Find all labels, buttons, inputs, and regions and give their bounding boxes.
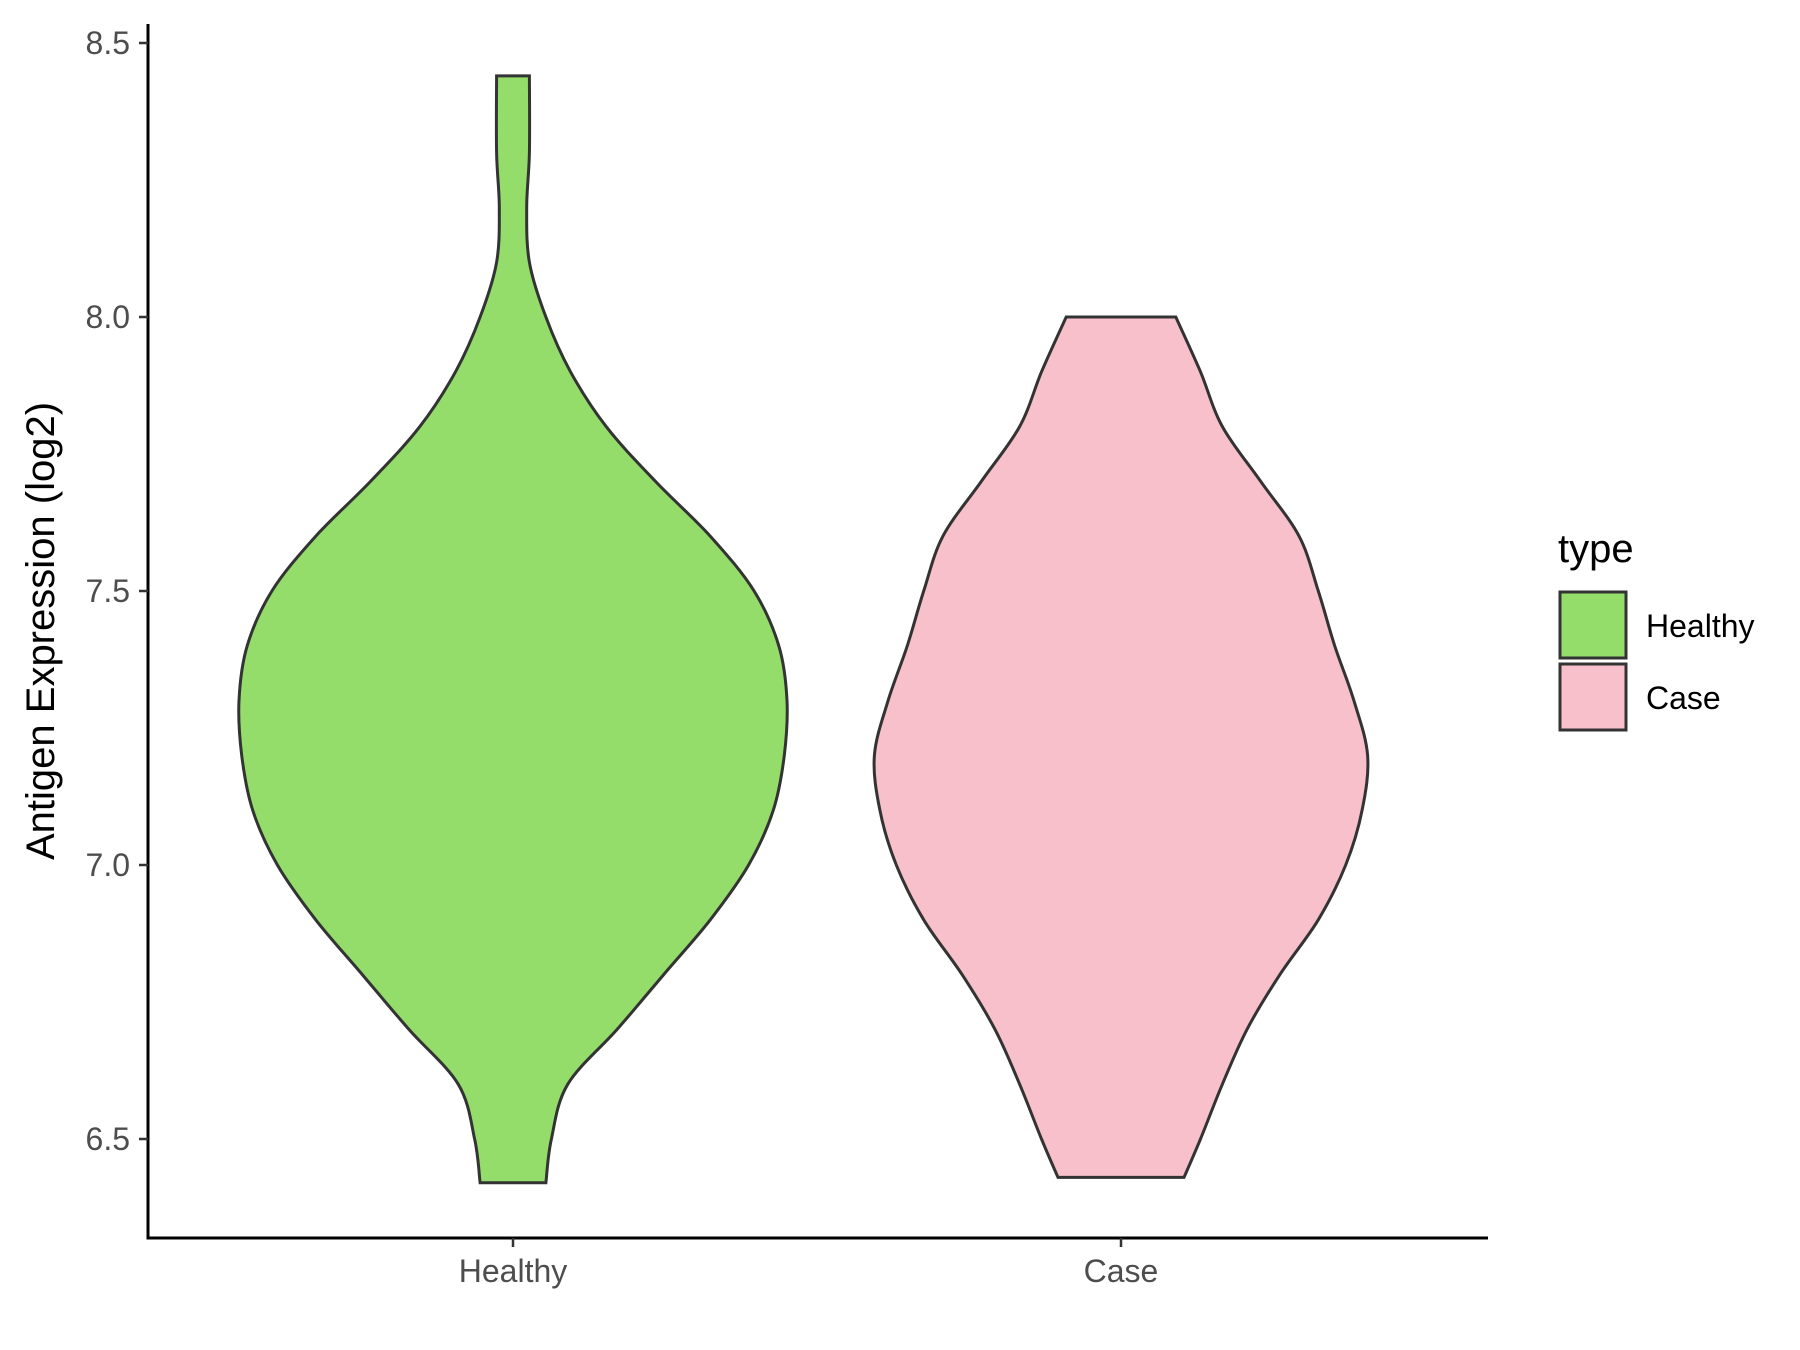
y-tick-label: 8.5 (86, 25, 130, 61)
legend: type Healthy Case (1558, 527, 1755, 732)
x-tick-label: Case (1084, 1253, 1159, 1289)
y-ticks-group: 6.5 7.0 7.5 8.0 8.5 (86, 25, 148, 1157)
y-tick-label: 8.0 (86, 299, 130, 335)
legend-title: type (1558, 527, 1634, 571)
violins-group (237, 74, 1370, 1185)
y-axis-title: Antigen Expression (log2) (19, 402, 63, 860)
y-tick-label: 6.5 (86, 1121, 130, 1157)
x-tick-label: Healthy (459, 1253, 568, 1289)
legend-label: Case (1646, 680, 1721, 716)
violin-healthy (237, 74, 789, 1185)
violin-case (872, 315, 1370, 1179)
legend-key-healthy (1558, 590, 1628, 660)
legend-label: Healthy (1646, 608, 1755, 644)
legend-key-case (1558, 662, 1628, 732)
x-ticks-group: Healthy Case (459, 1238, 1159, 1289)
y-tick-label: 7.0 (86, 847, 130, 883)
y-tick-label: 7.5 (86, 573, 130, 609)
axes-group (146, 24, 1488, 1240)
